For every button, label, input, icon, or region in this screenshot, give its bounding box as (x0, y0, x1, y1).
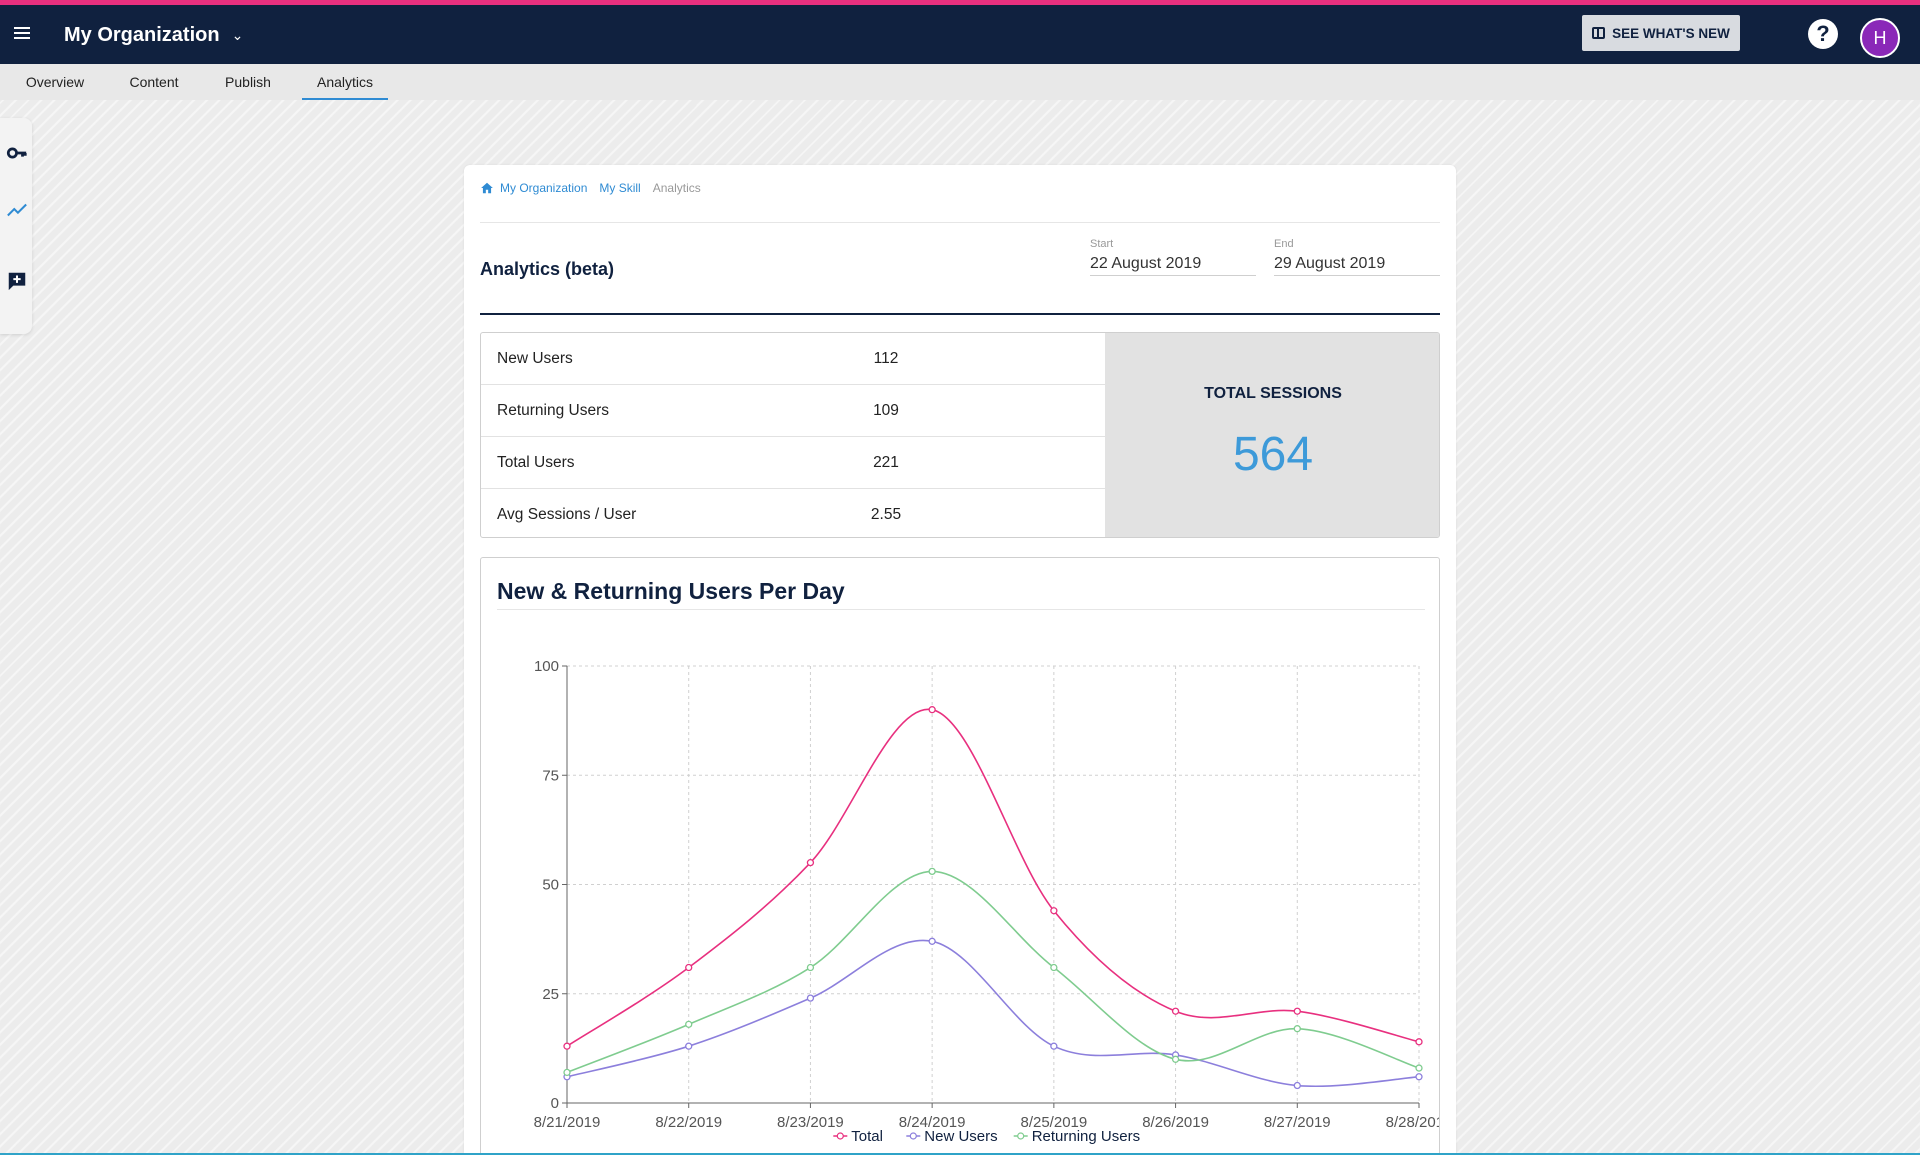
x-tick-label: 8/26/2019 (1142, 1114, 1209, 1131)
total-sessions-panel: TOTAL SESSIONS 564 (1105, 333, 1439, 537)
help-icon[interactable]: ? (1808, 19, 1838, 49)
org-switcher[interactable]: My Organization ⌄ (64, 24, 243, 47)
legend-swatch-point (836, 1132, 844, 1140)
legend-swatch-point (909, 1132, 917, 1140)
series-point (563, 1042, 571, 1050)
series-point (1293, 1081, 1301, 1090)
key-icon[interactable] (6, 142, 28, 164)
series-point (685, 1020, 693, 1028)
y-tick-label: 100 (534, 658, 559, 675)
breadcrumb-organization[interactable]: My Organization (500, 181, 588, 195)
series-point (1293, 1025, 1301, 1033)
series-point (1415, 1064, 1423, 1072)
breadcrumb: My Organization My Skill Analytics (480, 181, 1440, 223)
start-date-label: Start (1090, 238, 1114, 250)
x-tick-label: 8/24/2019 (899, 1114, 966, 1131)
stat-label: Total Users (497, 454, 575, 471)
x-tick-label: 8/27/2019 (1264, 1114, 1331, 1131)
stat-value: 109 (873, 402, 899, 419)
series-point (685, 1042, 693, 1050)
analytics-card: My Organization My Skill Analytics Analy… (464, 165, 1456, 1155)
top-nav-bar: My Organization ⌄ SEE WHAT'S NEW ? H (0, 0, 1920, 64)
series-point (806, 963, 815, 972)
gift-icon (1592, 27, 1606, 39)
stat-value: 112 (873, 350, 899, 367)
trend-line-icon[interactable] (6, 199, 28, 221)
breadcrumb-skill[interactable]: My Skill (599, 181, 641, 195)
series-line (566, 870, 1420, 1074)
stat-row-returning-users: Returning Users 109 (481, 385, 1105, 437)
series-point (685, 963, 693, 972)
chart-title: New & Returning Users Per Day (497, 578, 1425, 610)
tab-bar: Overview Content Publish Analytics (0, 64, 1920, 100)
y-tick-label: 25 (542, 986, 559, 1003)
stats-summary: New Users 112 Returning Users 109 Total … (480, 332, 1440, 538)
series-point (1415, 1073, 1423, 1081)
x-tick-label: 8/28/2019 (1386, 1114, 1439, 1131)
stat-value: 221 (873, 454, 899, 471)
see-whats-new-button[interactable]: SEE WHAT'S NEW (1582, 15, 1740, 51)
see-whats-new-label: SEE WHAT'S NEW (1612, 25, 1730, 41)
series-line (566, 708, 1420, 1047)
y-tick-label: 0 (551, 1095, 559, 1112)
y-tick-label: 75 (542, 767, 559, 784)
total-sessions-value: 564 (1232, 428, 1314, 481)
series-point (1293, 1007, 1301, 1015)
add-comment-icon[interactable] (6, 270, 28, 292)
stat-row-new-users: New Users 112 (481, 333, 1105, 385)
legend-label: New Users (924, 1128, 997, 1145)
page-title: Analytics (beta) (480, 259, 615, 279)
series-point (1171, 1007, 1180, 1015)
stat-label: Returning Users (497, 402, 609, 419)
y-tick-label: 50 (542, 877, 559, 894)
series-point (928, 937, 936, 945)
chevron-down-icon: ⌄ (231, 27, 244, 43)
x-tick-label: 8/21/2019 (534, 1114, 601, 1131)
end-date-label: End (1274, 238, 1294, 250)
series-point (806, 994, 815, 1002)
series-point (1050, 1042, 1058, 1050)
series-point (806, 858, 815, 867)
tab-publish[interactable]: Publish (225, 74, 271, 90)
legend-label: Returning Users (1032, 1128, 1140, 1145)
stat-label: Avg Sessions / User (497, 506, 637, 523)
x-tick-label: 8/22/2019 (655, 1114, 722, 1131)
legend-swatch-point (1017, 1132, 1025, 1140)
stat-row-total-users: Total Users 221 (481, 437, 1105, 489)
breadcrumb-current: Analytics (652, 181, 701, 195)
series-point (928, 867, 936, 876)
hamburger-menu-icon[interactable] (14, 27, 30, 39)
series-point (563, 1068, 571, 1077)
series-point (1050, 907, 1058, 915)
avatar[interactable]: H (1860, 18, 1900, 58)
stats-table: New Users 112 Returning Users 109 Total … (481, 333, 1105, 537)
start-date-value: 22 August 2019 (1090, 255, 1202, 272)
end-date-value: 29 August 2019 (1274, 255, 1386, 272)
tab-content[interactable]: Content (129, 74, 179, 90)
home-icon[interactable] (480, 181, 494, 195)
total-sessions-title: TOTAL SESSIONS (1204, 385, 1342, 402)
x-tick-label: 8/25/2019 (1020, 1114, 1087, 1131)
bottom-accent-line (0, 1153, 1920, 1155)
tab-overview[interactable]: Overview (25, 74, 85, 90)
stat-row-avg-sessions: Avg Sessions / User 2.55 (481, 489, 1105, 537)
tab-analytics[interactable]: Analytics (302, 64, 388, 100)
series-point (928, 706, 936, 714)
series-point (1050, 963, 1058, 972)
series-point (1171, 1055, 1180, 1063)
end-date-field[interactable]: End 29 August 2019 (1274, 238, 1440, 276)
legend-label: Total (851, 1128, 883, 1145)
series-point (1415, 1038, 1423, 1046)
series-line (566, 939, 1420, 1088)
org-name: My Organization (64, 24, 220, 46)
stat-label: New Users (497, 350, 573, 367)
title-divider (480, 313, 1440, 315)
stat-value: 2.55 (870, 506, 902, 523)
start-date-field[interactable]: Start 22 August 2019 (1090, 238, 1256, 276)
line-chart: 0 25 50 75 100 8/21/2019 8/22/2019 8/23/2019 8/2… (534, 658, 1439, 1145)
x-tick-label: 8/23/2019 (777, 1114, 844, 1131)
users-per-day-chart: New & Returning Users Per Day 0 25 50 75 100… (480, 557, 1440, 1155)
side-rail (0, 118, 32, 334)
